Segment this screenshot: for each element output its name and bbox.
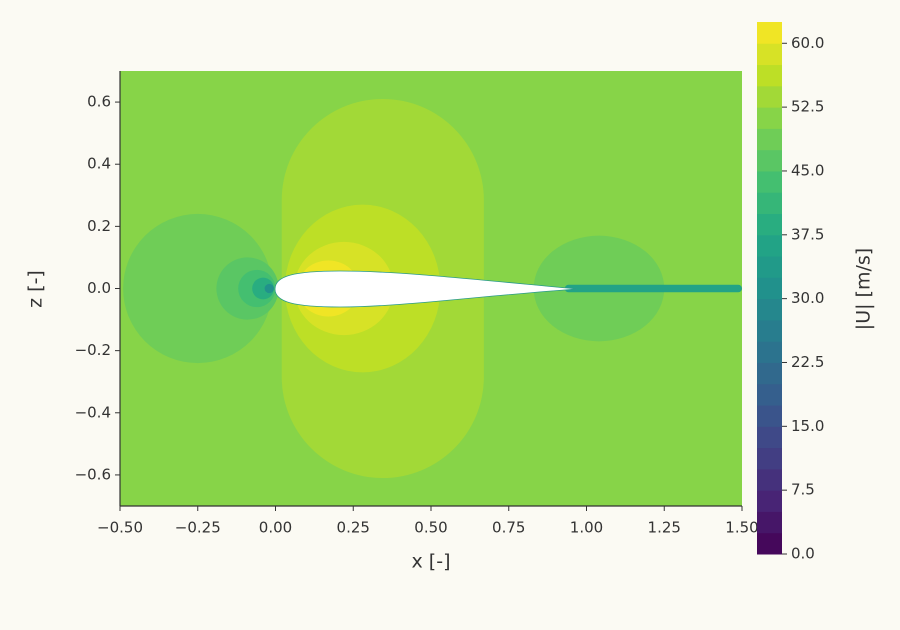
y-tick-label: 0.6	[87, 93, 111, 111]
colorbar: 0.0 7.5 15.0 22.5 30.0 37.5 45.0 52.5 60.0	[757, 22, 824, 563]
colorbar-tick-label: 60.0	[791, 34, 824, 52]
colorbar-band	[757, 128, 782, 151]
colorbar-band	[757, 277, 782, 300]
x-tick-label: −0.50	[97, 519, 143, 537]
x-tick-label: 0.00	[259, 519, 292, 537]
y-tick-label: 0.4	[87, 155, 111, 173]
colorbar-label: |U| [m/s]	[853, 248, 875, 330]
colorbar-band	[757, 532, 782, 555]
y-tick-label: 0.2	[87, 217, 111, 235]
colorbar-band	[757, 383, 782, 406]
y-tick-label: −0.4	[75, 403, 111, 421]
colorbar-band	[757, 85, 782, 108]
x-tick-label: 1.50	[725, 519, 758, 537]
colorbar-band	[757, 511, 782, 534]
axes: −0.50 −0.25 0.00 0.25 0.50 0.75 1.00 1.25 1.50 −0…	[75, 71, 759, 537]
colorbar-tick-label: 37.5	[791, 225, 824, 243]
y-tick-label: −0.6	[75, 465, 111, 483]
colorbar-band	[757, 468, 782, 491]
contour-region	[123, 213, 273, 364]
colorbar-band	[757, 490, 782, 512]
x-tick-label: 0.25	[337, 519, 370, 537]
contour-region	[564, 284, 742, 293]
colorbar-tick-label: 45.0	[791, 161, 824, 179]
colorbar-band	[757, 256, 782, 278]
colorbar-band	[757, 298, 782, 321]
colorbar-band	[757, 149, 782, 172]
colorbar-tick-label: 0.0	[791, 545, 815, 563]
x-tick-label: 0.75	[492, 519, 525, 537]
y-tick-label: 0.0	[87, 279, 111, 297]
colorbar-tick-label: 15.0	[791, 417, 824, 435]
colorbar-band	[757, 341, 782, 363]
contour-region	[264, 283, 274, 294]
colorbar-band	[757, 234, 782, 257]
colorbar-band	[757, 213, 782, 236]
colorbar-tick-label: 22.5	[791, 353, 824, 371]
colorbar-band	[757, 192, 782, 215]
colorbar-band	[757, 405, 782, 427]
x-tick-label: −0.25	[175, 519, 221, 537]
colorbar-band	[757, 362, 782, 385]
x-tick-label: 1.00	[570, 519, 603, 537]
colorbar-band	[757, 22, 782, 44]
colorbar-tick-label: 52.5	[791, 98, 824, 116]
colorbar-band	[757, 319, 782, 342]
contour-region	[252, 277, 274, 300]
colorbar-band	[757, 64, 782, 87]
colorbar-band	[757, 426, 782, 449]
colorbar-band	[757, 447, 782, 470]
x-tick-label: 0.50	[414, 519, 447, 537]
x-tick-label: 1.25	[648, 519, 681, 537]
y-axis-label: z [-]	[25, 270, 47, 308]
airfoil	[274, 270, 578, 308]
y-tick-label: −0.2	[75, 341, 111, 359]
colorbar-tick-label: 30.0	[791, 289, 824, 307]
colorbar-band	[757, 107, 782, 129]
colorbar-band	[757, 170, 782, 193]
colorbar-band	[757, 43, 782, 66]
x-axis-label: x [-]	[412, 551, 451, 573]
colorbar-tick-label: 7.5	[791, 481, 815, 499]
